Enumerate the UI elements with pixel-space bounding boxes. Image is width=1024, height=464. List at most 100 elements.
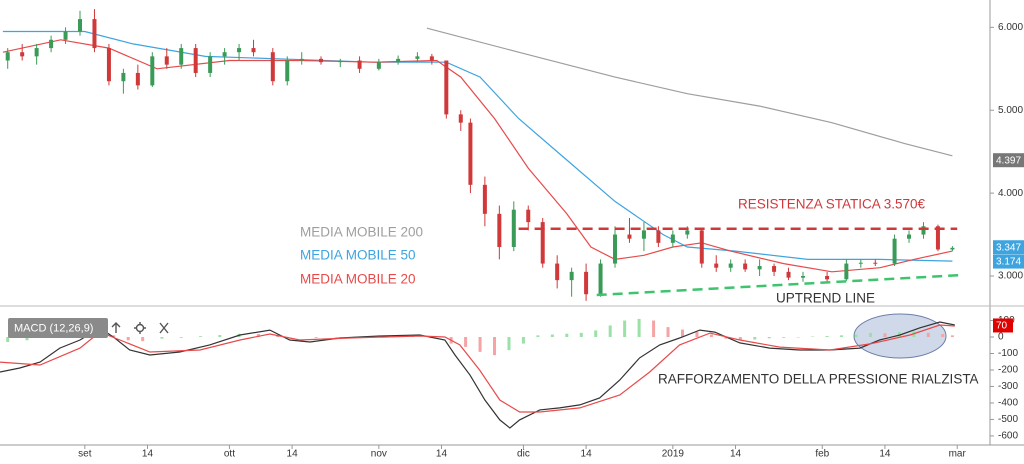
price-label: 3.347 <box>996 242 1021 253</box>
x-tick-label: nov <box>371 449 387 460</box>
histogram-bar <box>6 337 10 342</box>
y-tick-label: -300 <box>998 381 1018 392</box>
histogram-bar <box>478 337 482 352</box>
candle-body <box>237 48 242 53</box>
histogram-bar <box>464 337 468 347</box>
x-tick-label: 14 <box>142 449 154 460</box>
indicator-label-box[interactable] <box>8 318 108 338</box>
candle-body <box>699 230 704 264</box>
histogram-bar <box>579 332 583 338</box>
candle-body <box>106 48 111 82</box>
candle-body <box>396 58 401 63</box>
histogram-bar <box>854 334 858 338</box>
candle-body <box>458 114 463 123</box>
line-series <box>426 27 953 157</box>
candle-body <box>285 60 290 82</box>
candle-body <box>376 62 381 69</box>
candle-body <box>569 271 574 281</box>
price-label: 4.397 <box>996 155 1021 166</box>
line-series <box>2 39 953 273</box>
uptrend-line <box>596 273 960 297</box>
histogram-bar <box>536 335 540 338</box>
candle-body <box>92 19 97 49</box>
candle-body <box>950 247 955 250</box>
histogram-bar <box>825 336 829 338</box>
y-tick-label: -600 <box>998 431 1018 442</box>
histogram-bar <box>314 337 318 338</box>
candle-body <box>757 266 762 270</box>
candle-body <box>251 48 256 53</box>
histogram-bar <box>276 335 280 338</box>
histogram-bar <box>753 337 757 340</box>
histogram-bar <box>941 334 945 338</box>
indicator-label: MACD (12,26,9) <box>14 322 93 334</box>
candle-body <box>5 52 10 61</box>
indicator-icons[interactable] <box>111 322 169 334</box>
candle-body <box>208 56 213 73</box>
histogram-bar <box>623 320 627 338</box>
candle-body <box>598 263 603 295</box>
y-tick-label: -400 <box>998 398 1018 409</box>
candle-body <box>714 263 719 268</box>
histogram-bar <box>112 335 116 338</box>
candle-body <box>825 275 830 280</box>
candle-body <box>613 234 618 264</box>
histogram-bar <box>126 337 130 341</box>
candle-body <box>743 263 748 270</box>
legend-entry: MEDIA MOBILE 200 <box>300 225 423 240</box>
last-value-box <box>993 318 1013 333</box>
histogram-bar <box>594 330 598 338</box>
y-tick-label: 5.000 <box>998 105 1023 116</box>
candle-body <box>921 226 926 235</box>
histogram-bar <box>840 335 844 338</box>
candle-body <box>800 275 805 278</box>
candle-body <box>482 184 487 214</box>
candle-body <box>357 60 362 69</box>
candle-body <box>34 48 39 57</box>
candle-body <box>670 234 675 243</box>
line-series <box>0 321 955 429</box>
histogram-bar <box>141 337 145 342</box>
candle-body <box>786 271 791 278</box>
histogram-bar <box>926 332 930 338</box>
histogram-bar <box>709 334 713 338</box>
x-tick-label: 14 <box>287 449 299 460</box>
candle-body <box>415 56 420 59</box>
histogram-bar <box>950 335 954 338</box>
candle-body <box>338 60 343 63</box>
candle-body <box>49 39 54 49</box>
histogram-bar <box>608 325 612 338</box>
uptrend-label: UPTREND LINE <box>776 291 875 306</box>
candle-body <box>656 230 661 243</box>
histogram-bar <box>218 335 222 338</box>
price-label-box <box>993 254 1024 269</box>
candle-body <box>150 56 155 86</box>
candle-body <box>164 56 169 65</box>
candle-body <box>728 263 733 268</box>
histogram-bar <box>507 337 511 351</box>
histogram-bar <box>695 332 699 338</box>
y-tick-label: 4.000 <box>998 188 1023 199</box>
histogram-bar <box>652 320 656 338</box>
histogram-bar <box>160 337 164 339</box>
y-tick-label: 6.000 <box>998 22 1023 33</box>
x-tick-label: 14 <box>730 449 742 460</box>
candle-body <box>179 48 184 65</box>
histogram-bar <box>666 327 670 338</box>
histogram-bar <box>738 337 742 341</box>
candle-body <box>858 262 863 264</box>
candle-body <box>685 230 690 235</box>
candle-body <box>135 72 140 86</box>
histogram-bar <box>521 337 525 344</box>
candle-body <box>429 56 434 61</box>
x-tick-label: set <box>78 449 92 460</box>
histogram-bar <box>680 329 684 338</box>
x-tick-label: 14 <box>436 449 448 460</box>
candle-body <box>20 52 25 57</box>
marks: 6.0005.0004.0003.0004.3973.3473.1741000-… <box>0 9 1024 460</box>
candle-body <box>555 263 560 281</box>
histogram-bar <box>868 332 872 338</box>
candle-body <box>907 234 912 239</box>
candle-body <box>270 52 275 82</box>
histogram-bar <box>782 337 786 338</box>
